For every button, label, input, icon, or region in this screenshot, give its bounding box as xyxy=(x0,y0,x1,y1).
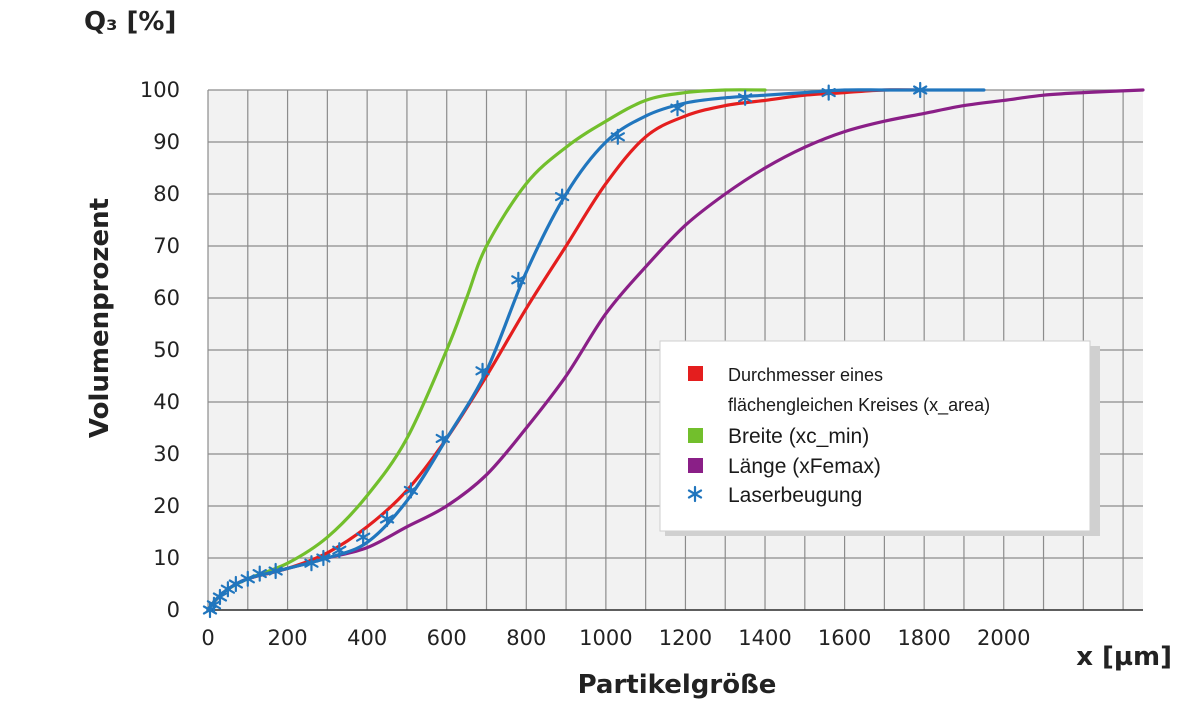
x-tick-label: 1000 xyxy=(579,626,632,650)
x-tick-label: 600 xyxy=(427,626,467,650)
x-tick-labels: 0 200 400 600 800 1000 1200 1400 1600 1800 2000 xyxy=(201,626,1030,650)
laserbeugung-marker xyxy=(379,510,395,528)
y-tick-label: 70 xyxy=(153,234,180,258)
y-tick-label: 20 xyxy=(153,494,180,518)
laserbeugung-marker xyxy=(240,570,255,587)
y-tick-label: 40 xyxy=(153,390,180,414)
x-unit-label: x [µm] xyxy=(1076,642,1172,672)
x-tick-label: 1200 xyxy=(659,626,712,650)
x-tick-label: 2000 xyxy=(977,626,1030,650)
legend-swatch-x-area xyxy=(688,366,703,381)
legend-label-x-area-line1: Durchmesser eines xyxy=(728,365,883,385)
laserbeugung-marker xyxy=(332,542,347,559)
laserbeugung-marker xyxy=(475,362,490,379)
legend-label-breite: Breite (xc_min) xyxy=(728,425,869,448)
legend-label-x-area-line2: flächengleichen Kreises (x_area) xyxy=(728,395,990,416)
laserbeugung-marker xyxy=(268,562,283,580)
laserbeugung-marker xyxy=(212,588,228,606)
laserbeugung-marker xyxy=(252,565,267,582)
x-tick-label: 1400 xyxy=(738,626,791,650)
legend-label-laenge: Länge (xFemax) xyxy=(728,455,881,478)
y-tick-label: 80 xyxy=(153,182,180,206)
legend: Durchmesser eines flächengleichen Kreise… xyxy=(659,340,1100,536)
y-tick-label: 10 xyxy=(153,546,180,570)
laserbeugung-marker xyxy=(356,529,371,546)
laserbeugung-marker xyxy=(435,430,450,447)
y-tick-label: 50 xyxy=(153,338,180,362)
laserbeugung-marker xyxy=(304,555,319,572)
x-tick-label: 1800 xyxy=(897,626,950,650)
series-line-laserbeugung xyxy=(206,88,986,612)
y-tick-labels: 0 10 20 30 40 50 60 70 80 90 100 xyxy=(140,78,180,622)
laserbeugung-marker xyxy=(737,89,753,106)
legend-swatch-laenge xyxy=(688,458,703,473)
x-tick-label: 800 xyxy=(506,626,546,650)
y-axis-label: Volumenprozent xyxy=(85,198,115,438)
laserbeugung-markers xyxy=(202,81,928,619)
y-tick-label: 30 xyxy=(153,442,180,466)
grid xyxy=(207,89,1143,611)
laserbeugung-marker xyxy=(511,271,526,288)
x-tick-label: 400 xyxy=(347,626,387,650)
laserbeugung-marker xyxy=(610,128,625,145)
y-tick-label: 100 xyxy=(140,78,180,102)
x-tick-label: 1600 xyxy=(818,626,871,650)
laserbeugung-marker xyxy=(670,100,685,117)
legend-label-laserbeugung: Laserbeugung xyxy=(728,484,862,507)
y-unit-label: Q₃ [%] xyxy=(84,7,176,37)
legend-swatch-breite xyxy=(688,428,703,443)
x-tick-label: 200 xyxy=(268,626,308,650)
laserbeugung-marker xyxy=(403,482,419,499)
laserbeugung-marker xyxy=(821,84,836,101)
legend-marker-laserbeugung xyxy=(687,485,703,503)
y-tick-label: 60 xyxy=(153,286,180,310)
laserbeugung-marker xyxy=(913,81,928,99)
legend-box xyxy=(659,340,1091,532)
x-tick-label: 0 xyxy=(201,626,214,650)
legend-asterisk-icon xyxy=(687,485,703,503)
x-axis-label: Partikelgröße xyxy=(578,670,777,700)
y-tick-label: 90 xyxy=(153,130,180,154)
laserbeugung-marker xyxy=(554,188,570,205)
laserbeugung-marker xyxy=(316,549,331,567)
laserbeugung-marker xyxy=(228,575,244,593)
y-tick-label: 0 xyxy=(167,598,180,622)
